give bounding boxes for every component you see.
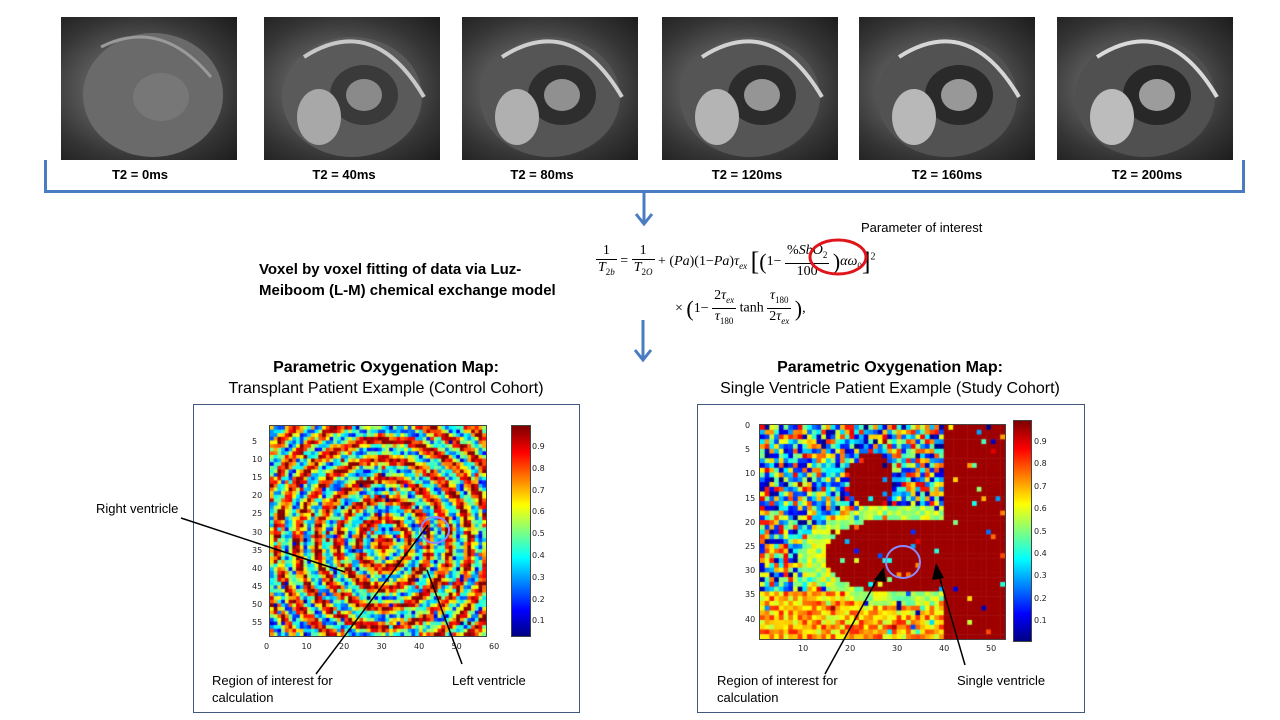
map-left-colorbar-tick-4: 0.5 [532,529,545,539]
label-single-ventricle: Single ventricle [957,673,1046,688]
map-left-y-tick-0: 5 [252,437,258,446]
map-left-colorbar-tick-2: 0.7 [532,485,545,495]
label-roi-right: Region of interest for calculation [717,672,838,706]
map-left-x-tick-3: 30 [376,642,387,651]
map-left-y-tick-8: 45 [252,581,263,591]
map-right-colorbar-tick-5: 0.4 [1034,549,1047,558]
map-left-roi-circle [420,516,450,544]
map-right-x-tick-1: 20 [845,644,856,653]
map-left-title-bold: Parametric Oxygenation Map: [273,359,499,376]
lm-equation-line2: × (1− 2τex τ180 tanh τ180 2τex ), [675,288,806,326]
map-right-y-tick-8: 40 [745,614,756,624]
map-right-y-tick-4: 20 [745,517,756,527]
map-left-heatmap [269,425,487,637]
map-right-y-tick-6: 30 [745,566,756,576]
fitting-description-line1: Voxel by voxel fitting of data via Luz- [259,261,522,278]
map-left-colorbar-tick-0: 0.9 [532,442,545,451]
map-right-colorbar-tick-2: 0.7 [1034,481,1047,491]
map-right-colorbar-tick-3: 0.6 [1034,504,1047,514]
map-left-title: Parametric Oxygenation Map: Transplant P… [228,357,543,399]
label-roi-left-line2: calculation [212,690,274,705]
fitting-description: Voxel by voxel fitting of data via Luz- … [259,259,556,301]
map-right-x-tick-4: 50 [986,644,997,653]
label-left-ventricle: Left ventricle [452,673,526,688]
map-left-y-tick-2: 15 [252,473,263,483]
mri-image-t2-40 [264,17,440,160]
map-right-y-tick-0: 0 [745,421,751,430]
map-right-y-tick-3: 15 [745,493,756,503]
map-right-heatmap [759,424,1006,640]
map-left-colorbar-tick-3: 0.6 [532,507,545,517]
map-right-subtitle: Single Ventricle Patient Example (Study … [720,380,1060,397]
map-left-y-tick-4: 25 [252,509,263,519]
map-right-colorbar-tick-0: 0.9 [1034,437,1047,446]
flow-arrows [633,190,654,363]
map-left-x-tick-0: 0 [264,642,270,651]
map-left-colorbar-tick-7: 0.2 [532,594,545,604]
map-left-x-tick-6: 60 [489,642,500,651]
parameter-highlight-circle [808,238,868,276]
map-left-y-tick-5: 30 [252,527,263,537]
map-right-colorbar-tick-8: 0.1 [1034,616,1047,626]
map-left-y-tick-9: 50 [252,599,263,609]
map-left-colorbar-tick-8: 0.1 [532,616,545,626]
map-right-y-tick-5: 25 [745,542,756,551]
map-left-subtitle: Transplant Patient Example (Control Coho… [228,380,544,397]
map-right-x-tick-2: 30 [892,644,903,653]
map-right-title-bold: Parametric Oxygenation Map: [777,359,1003,376]
t2-label-120: T2 = 120ms [711,167,783,182]
map-left-x-tick-5: 50 [451,642,462,651]
map-right-colorbar [1013,420,1032,642]
map-right-y-tick-2: 10 [745,469,756,479]
map-left-y-tick-7: 40 [252,563,263,573]
map-left-colorbar-tick-1: 0.8 [532,463,545,473]
map-right-colorbar-tick-7: 0.2 [1034,593,1047,603]
label-roi-left: Region of interest for calculation [212,672,333,706]
fitting-description-line2: Meiboom (L-M) chemical exchange model [259,282,556,299]
map-left-colorbar [511,425,531,637]
t2-label-40: T2 = 40ms [312,167,376,182]
map-left-colorbar-tick-5: 0.4 [532,551,545,560]
map-left-x-tick-4: 40 [414,642,425,651]
map-left-y-tick-3: 20 [252,491,263,501]
map-right-roi-circle [885,545,921,579]
map-left-y-tick-10: 55 [252,618,263,627]
label-roi-left-line1: Region of interest for [212,673,333,688]
mri-image-t2-160 [859,17,1035,160]
label-roi-right-line1: Region of interest for [717,673,838,688]
map-right-y-tick-1: 5 [745,445,751,455]
map-right-colorbar-tick-1: 0.8 [1034,459,1047,469]
t2-label-200: T2 = 200ms [1111,167,1183,182]
mri-image-t2-200 [1057,17,1233,160]
mri-image-t2-120 [662,17,838,160]
map-left-colorbar-tick-6: 0.3 [532,572,545,582]
map-right-x-tick-3: 40 [939,644,950,653]
label-right-ventricle: Right ventricle [96,501,179,516]
map-right-y-tick-7: 35 [745,590,756,600]
map-right-title: Parametric Oxygenation Map: Single Ventr… [720,357,1060,399]
mri-image-t2-80 [462,17,638,160]
t2-label-80: T2 = 80ms [510,167,574,182]
label-roi-right-line2: calculation [717,690,779,705]
t2-label-0: T2 = 0ms [111,167,169,182]
map-left-x-tick-1: 10 [301,642,312,651]
parameter-of-interest-label: Parameter of interest [861,220,983,235]
map-right-colorbar-tick-6: 0.3 [1034,571,1047,581]
t2-label-160: T2 = 160ms [911,167,983,182]
map-right-x-tick-0: 10 [798,644,809,653]
map-right-colorbar-tick-4: 0.5 [1034,526,1047,536]
map-left-y-tick-6: 35 [252,545,263,555]
mri-image-t2-0 [61,17,237,160]
map-left-x-tick-2: 20 [339,642,350,651]
map-left-y-tick-1: 10 [252,455,263,465]
